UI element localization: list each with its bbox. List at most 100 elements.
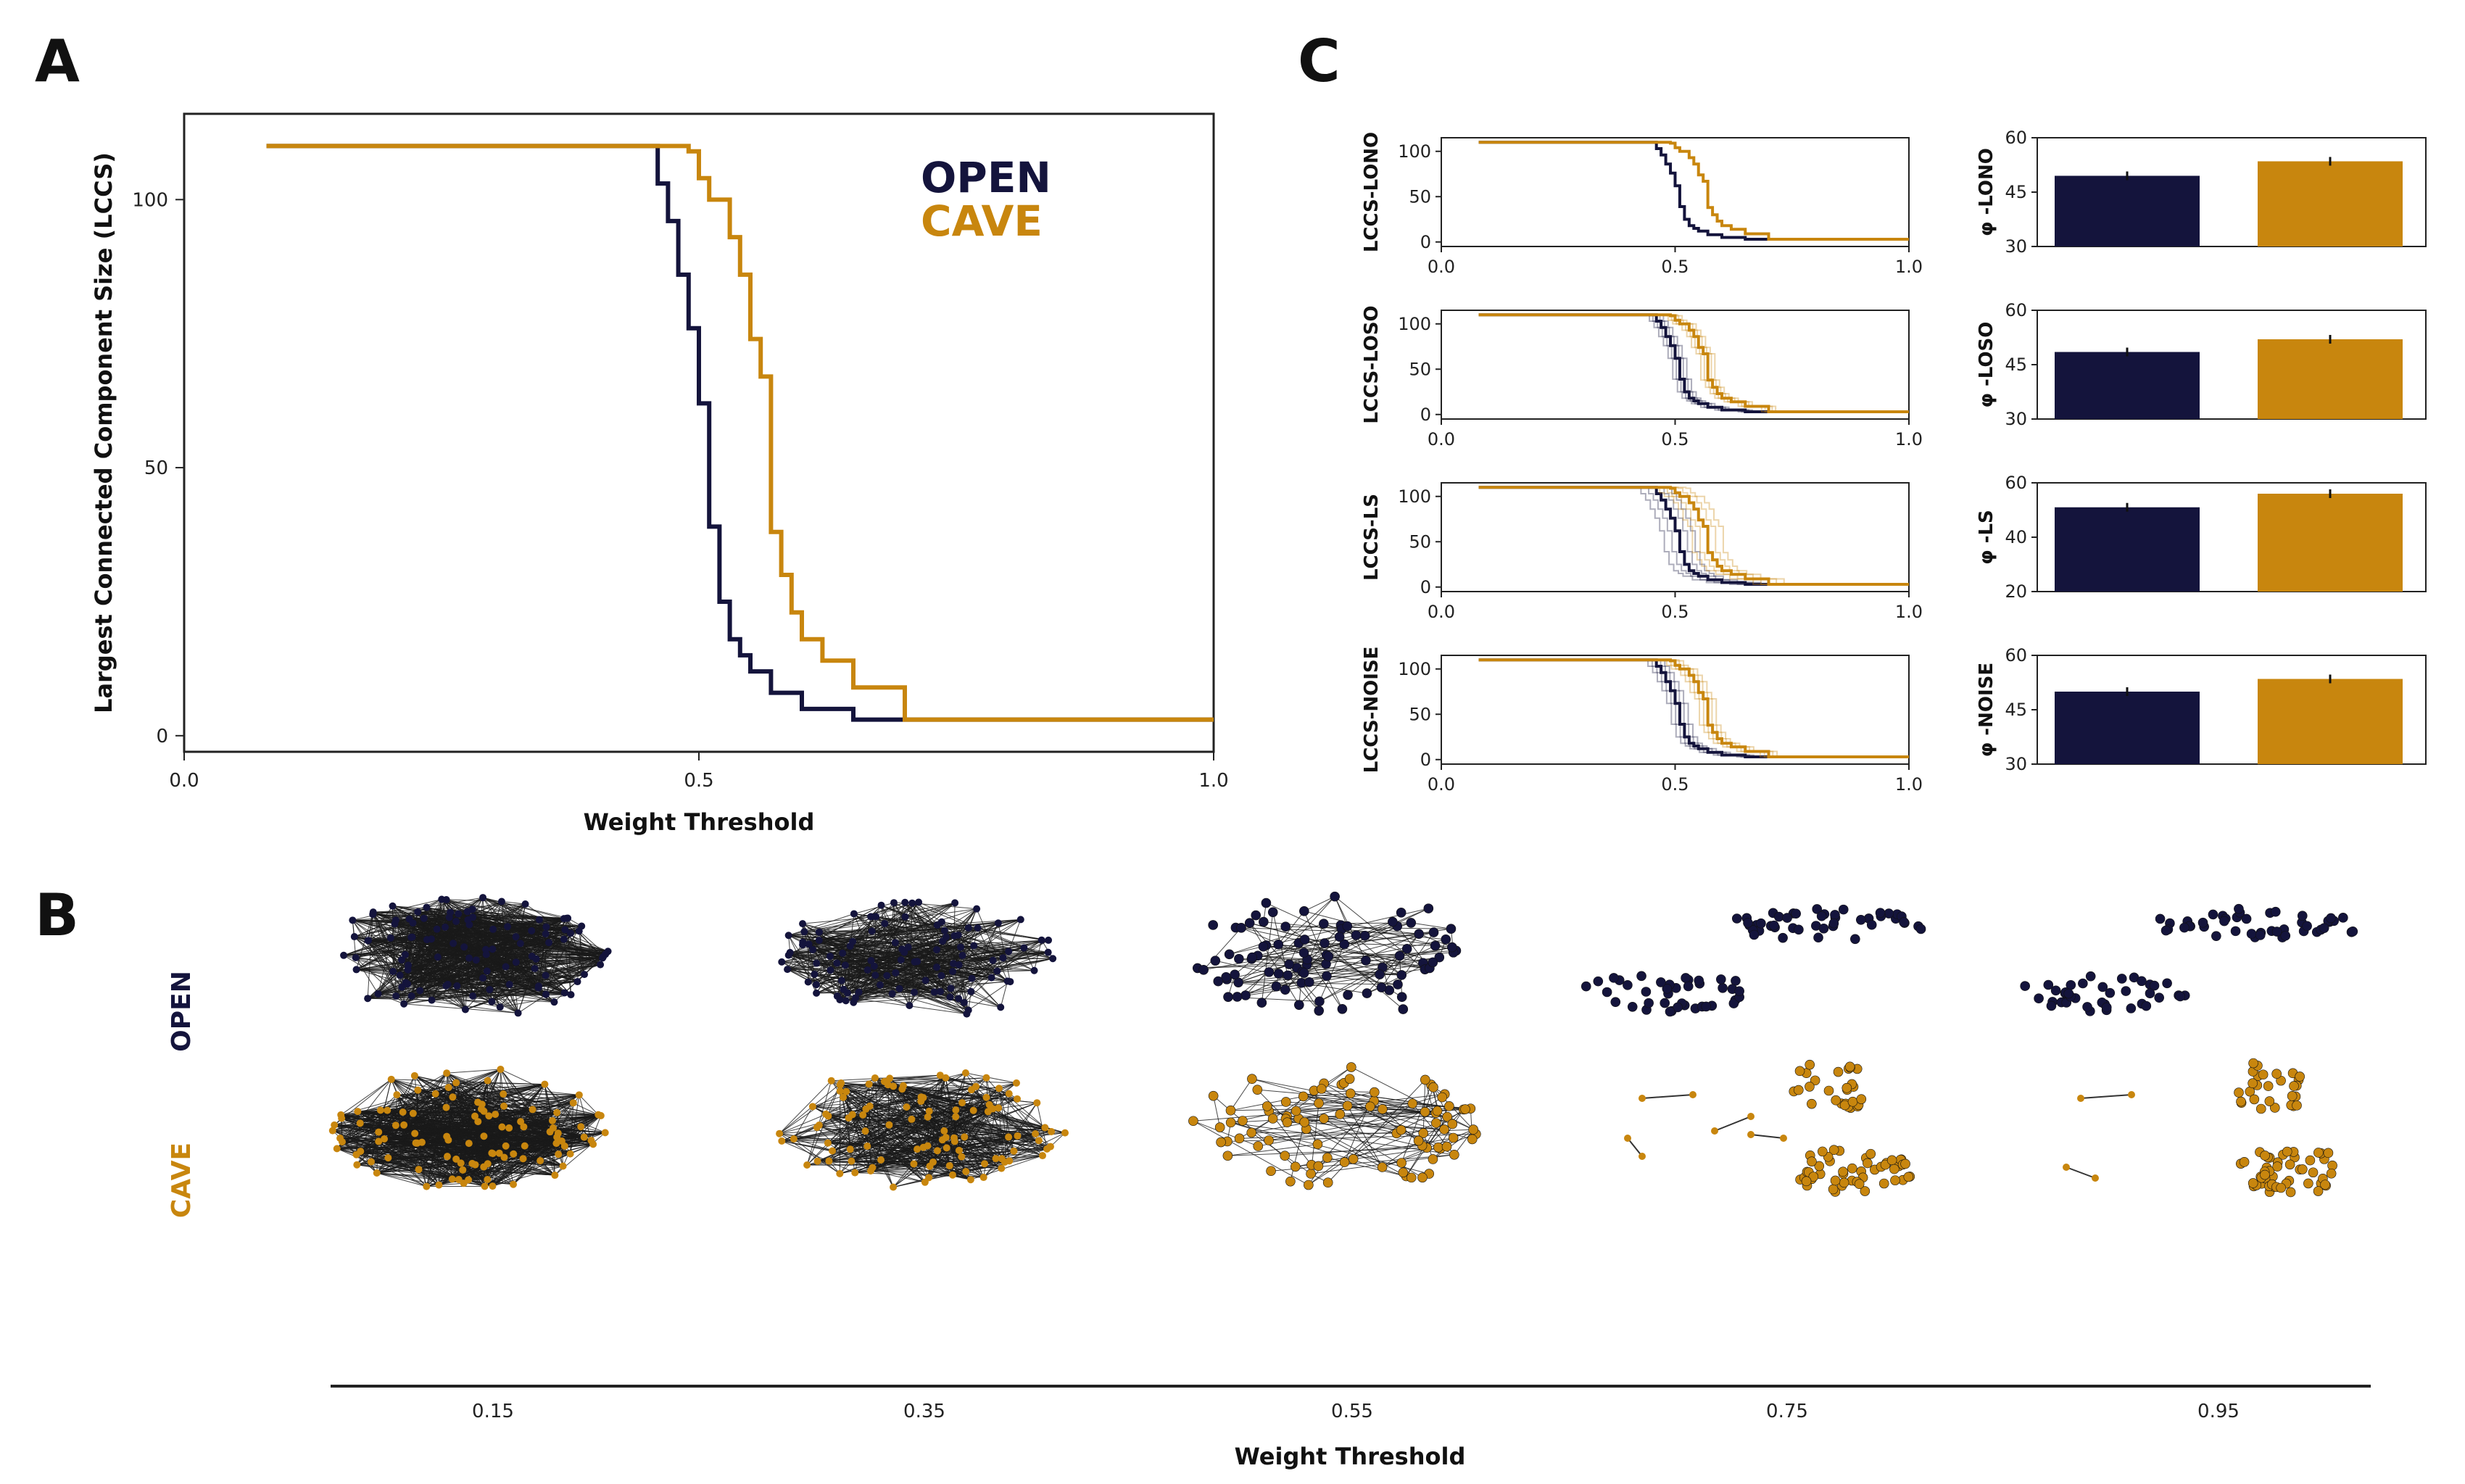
network-node	[815, 1122, 823, 1129]
network-node	[389, 968, 397, 976]
panel-c-bar-y-tick-label: 30	[2005, 754, 2027, 774]
network-edge	[341, 1111, 403, 1119]
network-node	[1747, 1113, 1754, 1120]
panel-c-x-tick-label: 1.0	[1895, 429, 1923, 449]
network-node	[1833, 1066, 1844, 1077]
network-node	[933, 1147, 941, 1155]
network-node	[784, 932, 792, 940]
network-node	[1224, 949, 1235, 960]
network-node	[2270, 906, 2281, 917]
network-edge	[812, 1106, 972, 1180]
network-edge	[513, 1160, 541, 1185]
network-edge	[409, 919, 566, 930]
network-node	[2141, 1000, 2152, 1011]
network-node	[1734, 986, 1744, 996]
network-edge	[355, 957, 379, 995]
network-node	[581, 971, 589, 979]
network-node	[958, 1153, 966, 1161]
panel-c-curve-cave	[1478, 658, 1909, 758]
network-node	[578, 922, 586, 930]
network-edge	[376, 1172, 439, 1186]
network-node	[937, 987, 945, 995]
network-edge	[407, 959, 476, 966]
network-node	[1838, 904, 1849, 915]
network-node	[1638, 1095, 1646, 1102]
network-node	[464, 916, 472, 924]
network-edge	[2080, 1094, 2132, 1099]
network-edge	[472, 909, 507, 967]
network-node	[877, 1156, 885, 1164]
network-edge	[503, 1093, 599, 1116]
network-node	[1636, 971, 1646, 982]
panel-c-bar-y-label: φ -LOSO	[1976, 322, 1997, 408]
panel-c-y-tick-label: 50	[1409, 531, 1431, 552]
network-edge	[445, 903, 526, 987]
network-node	[500, 1090, 508, 1098]
network-node	[995, 1085, 1003, 1093]
network-node	[1839, 1177, 1849, 1188]
network-node	[1322, 1153, 1333, 1163]
network-node	[1407, 1098, 1418, 1109]
network-node	[2149, 980, 2160, 991]
network-node	[400, 1000, 408, 1008]
network-edge	[376, 1153, 559, 1174]
network-node	[577, 1123, 585, 1131]
network-node	[413, 1139, 421, 1147]
network-edge	[1290, 1122, 1305, 1182]
network-node	[2270, 1103, 2280, 1113]
network-edge	[441, 899, 477, 961]
network-node	[1401, 944, 1412, 954]
network-edge	[958, 945, 974, 999]
network-edge	[819, 902, 906, 933]
network-edge	[906, 1104, 990, 1108]
network-edge	[831, 1080, 866, 1132]
network-edge	[1367, 933, 1420, 994]
network-node	[391, 920, 399, 928]
network-node	[1423, 903, 1434, 913]
network-edge	[1308, 1097, 1443, 1185]
network-node	[2249, 1094, 2260, 1105]
network-edge	[521, 1115, 601, 1122]
network-edge	[368, 930, 532, 941]
network-node	[993, 967, 1001, 975]
network-node	[2263, 1081, 2274, 1091]
network-node	[410, 1071, 418, 1079]
network-node	[516, 940, 524, 948]
panel-c-curve-band-open	[1478, 659, 1909, 758]
network-edge	[391, 1079, 525, 1147]
network-node	[1005, 948, 1013, 956]
network-node	[1251, 910, 1262, 921]
network-edge	[482, 977, 547, 995]
panel-c-bar-cave	[2258, 494, 2403, 592]
network-node	[1794, 1085, 1804, 1095]
network-edge	[1304, 1122, 1406, 1177]
network-node	[2285, 1187, 2296, 1198]
network-node	[489, 925, 497, 933]
network-node	[1322, 1177, 1333, 1188]
network-node	[2260, 1151, 2270, 1161]
network-node	[804, 978, 812, 986]
panel-c-line-frame	[1441, 482, 1910, 592]
network-node	[842, 997, 850, 1005]
network-node	[1446, 924, 1457, 934]
network-edge	[832, 1124, 890, 1151]
network-node	[1863, 1158, 1873, 1169]
network-node	[496, 1003, 504, 1011]
network-edge	[465, 966, 506, 1010]
network-node	[891, 939, 899, 947]
network-node	[842, 1087, 850, 1095]
network-node	[469, 992, 477, 1000]
network-node	[1689, 1091, 1696, 1098]
network-node	[1580, 981, 1591, 992]
network-edge	[484, 1135, 592, 1141]
network-node	[1460, 1104, 1470, 1114]
network-node	[500, 1153, 508, 1161]
network-node	[1267, 1114, 1278, 1124]
network-node	[850, 910, 858, 918]
network-node	[1319, 1114, 1329, 1124]
network-cave-0.35	[776, 1069, 1069, 1191]
network-edge	[413, 922, 578, 982]
network-edge	[870, 916, 959, 999]
network-edge	[484, 1160, 541, 1187]
network-node	[2248, 1078, 2258, 1089]
